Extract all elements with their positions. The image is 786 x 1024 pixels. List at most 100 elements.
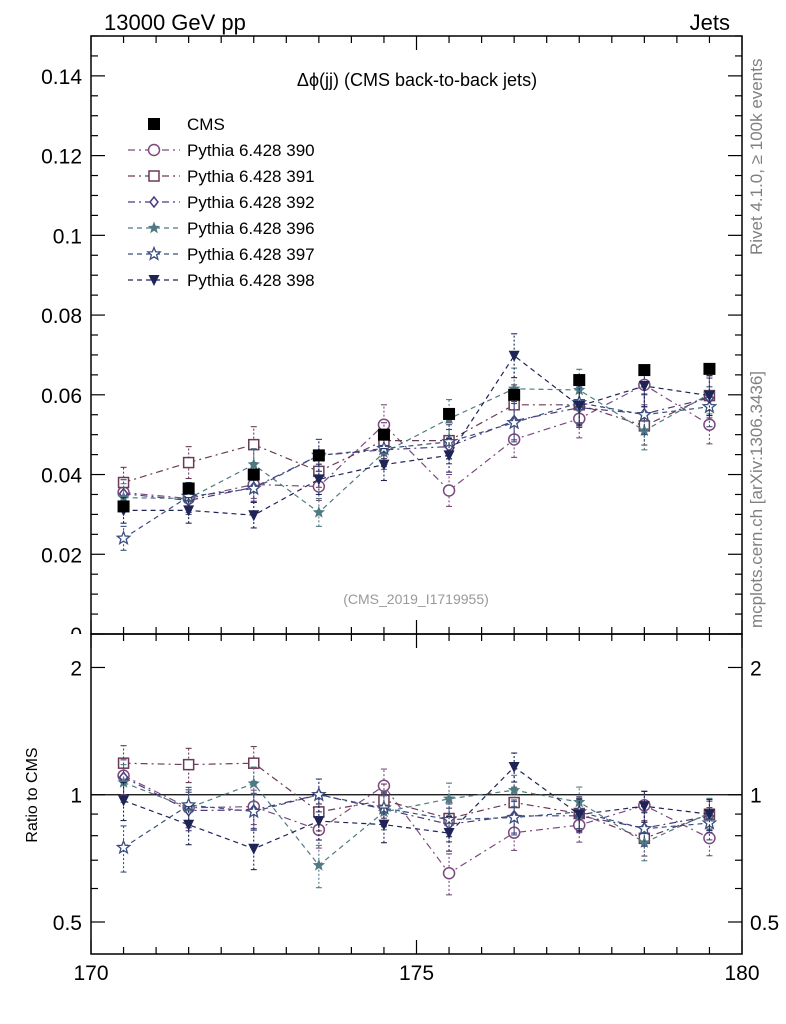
data-point	[636, 406, 653, 422]
main-axis-ticks: 0 0.02 0.04 0.06 0.08 0.1 0.12 0.14	[41, 35, 743, 954]
legend-marker	[147, 143, 161, 157]
y-tick-label: 0	[70, 624, 82, 647]
x-tick-label: 175	[399, 962, 434, 985]
ratio-point	[117, 776, 130, 788]
data-point	[573, 374, 586, 387]
data-point	[312, 505, 326, 518]
ratio-tick-label: 1	[70, 785, 82, 808]
ratio-series-5	[115, 778, 718, 873]
data-point	[312, 449, 325, 462]
y-tick-label: 0.08	[41, 305, 82, 328]
data-point	[247, 468, 260, 481]
legend-item: CMS	[148, 115, 225, 134]
legend-item: Pythia 6.428 396	[128, 219, 315, 238]
data-point	[703, 390, 715, 402]
legend-item: Pythia 6.428 397	[128, 245, 315, 264]
series-2	[117, 375, 716, 499]
series-line	[123, 402, 710, 539]
analysis-id: (CMS_2019_I1719955)	[343, 591, 489, 607]
data-point	[441, 433, 457, 449]
data-point	[115, 530, 132, 546]
data-point	[247, 458, 260, 470]
legend-label: Pythia 6.428 392	[187, 193, 315, 212]
data-point	[182, 456, 195, 469]
legend-item: Pythia 6.428 391	[128, 167, 315, 186]
data-point	[573, 400, 585, 412]
legend-marker	[148, 275, 160, 286]
ratio-line	[123, 781, 710, 867]
data-point	[638, 381, 650, 393]
data-point	[507, 382, 521, 395]
legend-label: CMS	[187, 115, 225, 134]
ratio-point	[442, 792, 456, 805]
ratio-line	[123, 775, 710, 875]
data-point	[443, 450, 455, 462]
series-5	[115, 382, 718, 551]
ratio-point	[507, 783, 521, 796]
ratio-point	[703, 809, 715, 821]
data-point	[443, 407, 456, 420]
ratio-line	[123, 776, 710, 829]
data-point	[377, 428, 390, 441]
legend: CMS Pythia 6.428 390 Pythia 6.428 391 Pythi…	[128, 115, 315, 290]
legend-label: Pythia 6.428 397	[187, 245, 315, 264]
y-tick-label: 0.04	[41, 465, 82, 488]
ratio-point	[312, 858, 326, 871]
legend-label: Pythia 6.428 390	[187, 141, 315, 160]
legend-marker	[149, 195, 159, 209]
main-panel: 0 0.02 0.04 0.06 0.08 0.1 0.12 0.14 Δϕ(jj) (CMS…	[41, 35, 743, 954]
series-1	[117, 364, 716, 513]
ratio-point	[118, 795, 130, 807]
ratio-point	[183, 819, 195, 831]
ratio-point	[310, 786, 327, 802]
ratio-tick-label: 0.5	[53, 912, 82, 935]
ratio-point	[638, 801, 650, 813]
ratio-point	[508, 761, 520, 773]
rivet-label: Rivet 4.1.0, ≥ 100k events	[747, 59, 766, 255]
legend-marker	[147, 221, 161, 234]
ratio-series-4	[117, 764, 716, 889]
main-series-layer	[115, 333, 718, 551]
data-point	[638, 364, 651, 377]
ratio-point	[247, 777, 260, 789]
ratio-series-6	[118, 752, 715, 871]
ratio-line	[123, 794, 710, 849]
ratio-point	[378, 819, 390, 831]
data-point	[182, 482, 195, 495]
ratio-tick-label: 2	[70, 657, 82, 680]
ratio-panel: 0.5 0.5 1 1 2 2 Ratio to CMS	[24, 633, 779, 955]
series-line	[123, 395, 710, 484]
ratio-point	[248, 843, 260, 855]
ratio-point	[442, 866, 456, 880]
legend-label: Pythia 6.428 398	[187, 271, 315, 290]
data-point	[508, 350, 520, 362]
x-tick-label: 180	[724, 962, 759, 985]
data-point	[442, 484, 456, 497]
ratio-tick-label-right: 0.5	[750, 912, 779, 935]
ratio-line	[123, 762, 710, 840]
ratio-ylabel: Ratio to CMS	[24, 747, 41, 842]
y-tick-label: 0.1	[53, 225, 82, 248]
series-line	[123, 384, 710, 500]
ratio-axis-ticks: 0.5 0.5 1 1 2 2	[53, 657, 779, 935]
legend-marker	[148, 118, 160, 130]
series-line	[123, 397, 710, 502]
ratio-point	[443, 828, 455, 840]
energy-label: 13000 GeV pp	[104, 10, 246, 35]
ratio-point	[245, 803, 262, 819]
series-line	[123, 388, 710, 514]
category-label: Jets	[690, 10, 730, 35]
legend-label: Pythia 6.428 396	[187, 219, 315, 238]
ratio-point	[376, 799, 392, 815]
x-tick-labels: 170 175 180	[73, 962, 759, 985]
data-point	[248, 510, 260, 522]
ratio-tick-label-right: 2	[750, 657, 762, 680]
ratio-point	[636, 820, 653, 836]
mcplots-label: mcplots.cern.ch [arXiv:1306.3436]	[747, 371, 766, 628]
y-tick-label: 0.12	[41, 146, 82, 169]
legend-item: Pythia 6.428 398	[128, 271, 315, 290]
ratio-tick-label-right: 1	[750, 785, 762, 808]
y-tick-label: 0.14	[41, 66, 82, 89]
data-point	[313, 474, 325, 486]
